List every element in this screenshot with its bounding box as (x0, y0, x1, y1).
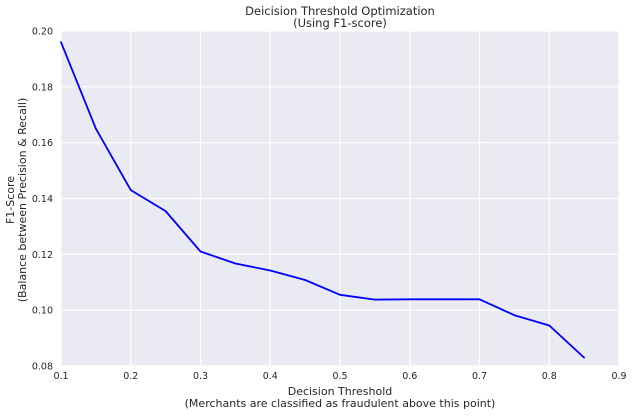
y-tick-label: 0.18 (32, 82, 53, 93)
y-tick-label: 0.16 (32, 138, 53, 149)
data-point (129, 189, 132, 192)
data-point (60, 41, 62, 44)
grid-lines (60, 30, 620, 367)
data-point (373, 298, 376, 301)
x-tick-label: 0.2 (123, 371, 138, 382)
data-point (513, 314, 516, 317)
data-point (164, 210, 167, 212)
y-tick-label: 0.20 (32, 27, 53, 38)
y-tick-labels: 0.08 0.10 0.12 0.14 0.16 0.18 0.20 (32, 27, 53, 373)
x-tick-label: 0.5 (332, 371, 347, 382)
y-axis-label-note: (Balance between Precision & Recall) (16, 98, 29, 302)
y-tick-label: 0.14 (32, 194, 53, 205)
y-tick-label: 0.10 (32, 306, 53, 317)
data-point (583, 356, 586, 359)
x-axis-label-note: (Merchants are classified as fraudulent … (185, 397, 496, 410)
data-point (199, 250, 202, 253)
data-series (60, 41, 586, 359)
y-tick-label: 0.12 (32, 250, 53, 261)
chart-subtitle: (Using F1-score) (293, 16, 387, 30)
x-tick-label: 0.1 (53, 371, 68, 382)
data-point (478, 298, 481, 301)
x-tick-label: 0.9 (611, 371, 626, 382)
chart-title: Deicision Threshold Optimization (245, 4, 435, 18)
data-point (339, 293, 341, 296)
x-tick-label: 0.4 (263, 371, 278, 382)
x-tick-labels: 0.1 0.2 0.3 0.4 0.5 0.6 0.7 0.8 0.9 (53, 371, 626, 382)
x-tick-label: 0.8 (542, 371, 557, 382)
data-point (443, 298, 446, 301)
x-axis-label: Decision Threshold (288, 385, 393, 398)
data-point (234, 262, 237, 265)
x-tick-label: 0.6 (402, 371, 417, 382)
data-point (94, 127, 97, 130)
data-point (548, 324, 551, 327)
series-line (60, 41, 585, 359)
data-point (408, 298, 411, 301)
x-tick-label: 0.7 (472, 371, 487, 382)
y-axis-label: F1-Score (4, 176, 17, 224)
data-point (269, 269, 272, 272)
data-point (304, 279, 307, 281)
x-tick-label: 0.3 (193, 371, 208, 382)
y-tick-label: 0.08 (32, 362, 53, 373)
